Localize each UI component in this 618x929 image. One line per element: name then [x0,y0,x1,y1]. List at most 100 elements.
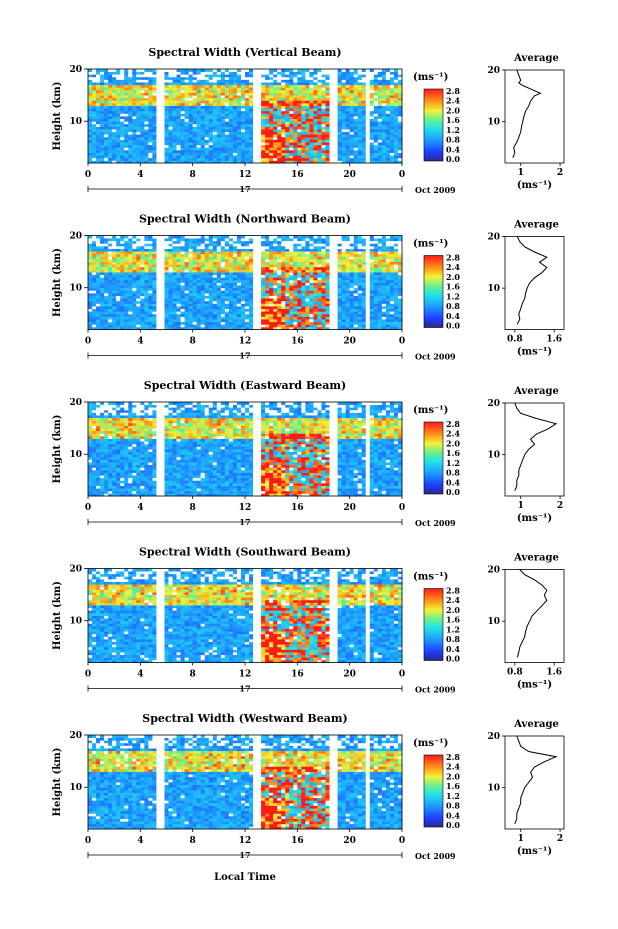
heatmap-cell [132,147,137,151]
heatmap-cell [116,287,121,291]
heatmap-cell [144,277,149,281]
heatmap-cell [337,134,343,138]
heatmap-cell [257,155,262,159]
heatmap-cell [200,251,206,255]
heatmap-cell [96,285,101,289]
heatmap-cell [393,113,399,117]
heatmap-cell [337,129,343,133]
heatmap-cell [329,100,334,104]
heatmap-cell [184,251,190,255]
heatmap-cell [236,71,242,75]
heatmap-cell [116,144,121,148]
heatmap-cell [269,240,274,244]
heatmap-cell [285,248,290,252]
heatmap-cell [108,259,113,263]
heatmap-cell [196,261,202,265]
heatmap-cell [112,274,117,278]
heatmap-cell [164,240,169,244]
heatmap-cell [172,253,177,257]
heatmap-cell [345,155,351,159]
heatmap-cell [140,147,145,151]
heatmap-cell [140,69,145,73]
heatmap-cell [345,76,351,80]
heatmap-cell [196,240,202,244]
heatmap-cell [277,259,282,263]
heatmap-cell [353,82,359,86]
heatmap-cell [277,84,282,88]
heatmap-cell [160,69,165,73]
heatmap-cell [317,144,322,148]
heatmap-cell [261,147,266,151]
heatmap-cell [156,300,161,304]
heatmap-cell [208,238,214,242]
heatmap-cell [108,272,113,276]
heatmap-cell [192,256,198,260]
heatmap-cell [96,102,101,106]
heatmap-cell [148,290,153,294]
heatmap-cell [236,110,242,114]
heatmap-cell [397,82,403,86]
heatmap-cell [361,89,367,93]
heatmap-cell [393,136,399,140]
heatmap-cell [361,147,367,151]
heatmap-cell [373,92,379,96]
heatmap-cell [313,319,318,323]
heatmap-cell [140,245,145,249]
heatmap-cell [124,95,129,99]
heatmap-cell [249,285,254,289]
heatmap-cell [293,116,298,120]
heatmap-cell [261,256,266,260]
heatmap-cell [92,292,97,296]
heatmap-cell [349,69,355,73]
heatmap-cell [269,266,274,270]
heatmap-cell [176,82,181,86]
heatmap-cell [180,113,186,117]
heatmap-cell [353,87,359,91]
heatmap-cell [249,102,254,106]
heatmap-cell [96,306,101,310]
heatmap-cell [208,118,214,122]
heatmap-cell [289,308,294,312]
heatmap-cell [156,319,161,323]
heatmap-cell [261,308,266,312]
heatmap-cell [325,108,330,112]
heatmap-cell [112,290,117,294]
heatmap-cell [253,290,258,294]
heatmap-cell [180,235,186,239]
heatmap-cell [385,134,391,138]
panel-title: Spectral Width (Vertical Beam) [148,46,341,59]
heatmap-cell [220,269,226,273]
heatmap-cell [265,100,270,104]
heatmap-cell [88,324,93,328]
heatmap-cell [172,97,177,101]
heatmap-cell [249,235,254,239]
heatmap-cell [261,306,266,310]
heatmap-cell [277,274,282,278]
heatmap-cell [132,256,137,260]
heatmap-cell [148,298,153,302]
heatmap-cell [265,298,270,302]
heatmap-cell [172,142,177,146]
heatmap-cell [285,118,290,122]
heatmap-cell [325,76,330,80]
heatmap-cell [148,82,153,86]
heatmap-cell [192,300,198,304]
heatmap-cell [116,308,121,312]
heatmap-cell [148,121,153,125]
heatmap-cell [148,319,153,323]
heatmap-cell [168,319,173,323]
heatmap-cell [353,142,359,146]
heatmap-cell [249,251,254,255]
heatmap-cell [148,261,153,265]
heatmap-cell [341,87,347,91]
heatmap-cell [321,121,326,125]
heatmap-cell [317,279,322,283]
heatmap-cell [156,113,161,117]
heatmap-cell [257,316,262,320]
heatmap-cell [349,97,355,101]
heatmap-cell [156,157,161,161]
heatmap-cell [240,240,246,244]
heatmap-cell [273,89,278,93]
heatmap-cell [188,261,194,265]
heatmap-cell [341,84,347,88]
